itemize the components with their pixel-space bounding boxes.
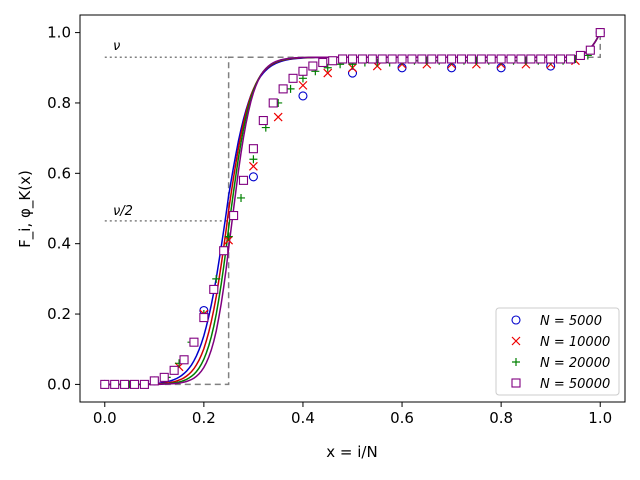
- data-point-square: [456, 54, 467, 64]
- x-tick-label: 0.8: [489, 409, 513, 427]
- data-point-plus: [212, 274, 221, 283]
- data-point-square: [407, 54, 417, 64]
- step-dashed-line: [104, 32, 601, 386]
- data-point-circle: [347, 68, 358, 78]
- data-point-square: [129, 379, 140, 389]
- data-point-square: [110, 379, 120, 389]
- x-axis: 0.0 0.2 0.4 0.6 0.8 1.0: [93, 402, 612, 427]
- data-point-square: [427, 54, 437, 64]
- data-point-square: [219, 246, 229, 256]
- data-point-x: [323, 68, 333, 78]
- data-point-square: [278, 84, 288, 94]
- data-point-square: [268, 98, 278, 108]
- data-point-circle: [298, 91, 308, 101]
- data-point-square: [248, 144, 258, 154]
- data-point-square: [565, 54, 576, 64]
- data-point-square: [417, 54, 427, 64]
- data-point-square: [447, 54, 457, 64]
- y-tick-label: 0.2: [47, 305, 71, 323]
- x-tick-label: 0.6: [390, 409, 414, 427]
- annotation-half-nu: ν/2: [113, 204, 133, 219]
- data-point-x: [248, 161, 258, 171]
- data-point-square: [338, 54, 348, 64]
- y-tick-label: 1.0: [47, 24, 71, 42]
- data-point-square: [496, 54, 506, 64]
- data-point-plus: [286, 84, 295, 93]
- data-point-square: [120, 379, 130, 389]
- data-point-square: [229, 210, 239, 221]
- data-point-circle: [248, 172, 258, 182]
- x-tick-label: 0.4: [291, 409, 315, 427]
- data-point-square: [486, 54, 496, 64]
- data-point-square: [328, 56, 338, 66]
- data-point-square: [516, 54, 526, 64]
- x-tick-label: 1.0: [588, 409, 612, 427]
- data-point-square: [298, 66, 308, 76]
- data-markers: [100, 28, 605, 389]
- legend-label-n5000: N = 5000: [540, 314, 602, 329]
- legend-marker-plus: [512, 358, 520, 366]
- data-point-square: [367, 54, 377, 64]
- data-point-square: [199, 313, 209, 323]
- data-point-plus: [323, 63, 332, 72]
- legend-marker-circle: [511, 315, 521, 325]
- data-point-square: [209, 284, 219, 294]
- data-point-plus: [224, 232, 233, 241]
- data-point-square: [159, 372, 169, 382]
- legend-label-n20000: N = 20000: [540, 356, 610, 371]
- data-point-plus: [249, 155, 258, 164]
- data-point-square: [466, 54, 476, 64]
- legend-box: [495, 307, 620, 396]
- plot-frame: [79, 14, 626, 403]
- data-point-square: [288, 73, 298, 83]
- y-axis: 0.0 0.2 0.4 0.6 0.8 1.0: [47, 24, 80, 393]
- y-axis-label: F_i, φ_K(x): [16, 170, 35, 248]
- data-point-square: [595, 28, 605, 38]
- data-point-square: [308, 61, 318, 71]
- reference-lines: [104, 32, 601, 386]
- x-tick-label: 0.0: [93, 409, 117, 427]
- data-point-square: [347, 54, 358, 64]
- data-point-square: [585, 45, 595, 55]
- y-tick-label: 0.4: [47, 235, 71, 253]
- data-point-square: [546, 54, 556, 64]
- data-point-square: [179, 355, 189, 365]
- data-point-square: [536, 54, 546, 64]
- x-tick-label: 0.2: [192, 409, 216, 427]
- legend-label-n50000: N = 50000: [540, 377, 610, 392]
- data-point-square: [318, 57, 328, 68]
- legend-marker-x: [511, 336, 521, 346]
- y-tick-label: 0.0: [47, 375, 71, 393]
- legend-label-n10000: N = 10000: [540, 335, 610, 350]
- data-point-square: [139, 379, 149, 389]
- data-point-square: [189, 337, 199, 347]
- data-point-square: [149, 376, 159, 386]
- data-point-square: [100, 379, 110, 389]
- data-point-square: [377, 54, 387, 64]
- y-tick-label: 0.6: [47, 164, 71, 182]
- data-point-square: [476, 54, 486, 64]
- data-point-square: [387, 54, 397, 64]
- data-point-square: [357, 54, 367, 64]
- data-point-plus: [237, 193, 246, 202]
- data-point-square: [575, 50, 585, 61]
- data-point-square: [258, 115, 268, 126]
- data-point-square: [397, 54, 407, 64]
- data-point-x: [298, 80, 308, 90]
- data-point-square: [437, 54, 447, 64]
- data-point-square: [526, 54, 536, 64]
- y-tick-label: 0.8: [47, 94, 71, 112]
- data-point-square: [238, 175, 249, 185]
- data-point-square: [169, 365, 179, 375]
- data-point-x: [273, 112, 283, 122]
- data-point-square: [556, 54, 566, 64]
- x-axis-label: x = i/N: [326, 443, 377, 461]
- legend: N = 5000 N = 10000 N = 20000 N = 50000: [495, 307, 620, 396]
- annotation-nu: ν: [113, 39, 120, 54]
- data-point-square: [506, 54, 516, 64]
- legend-marker-square: [511, 378, 521, 388]
- legend-markers: [511, 315, 521, 388]
